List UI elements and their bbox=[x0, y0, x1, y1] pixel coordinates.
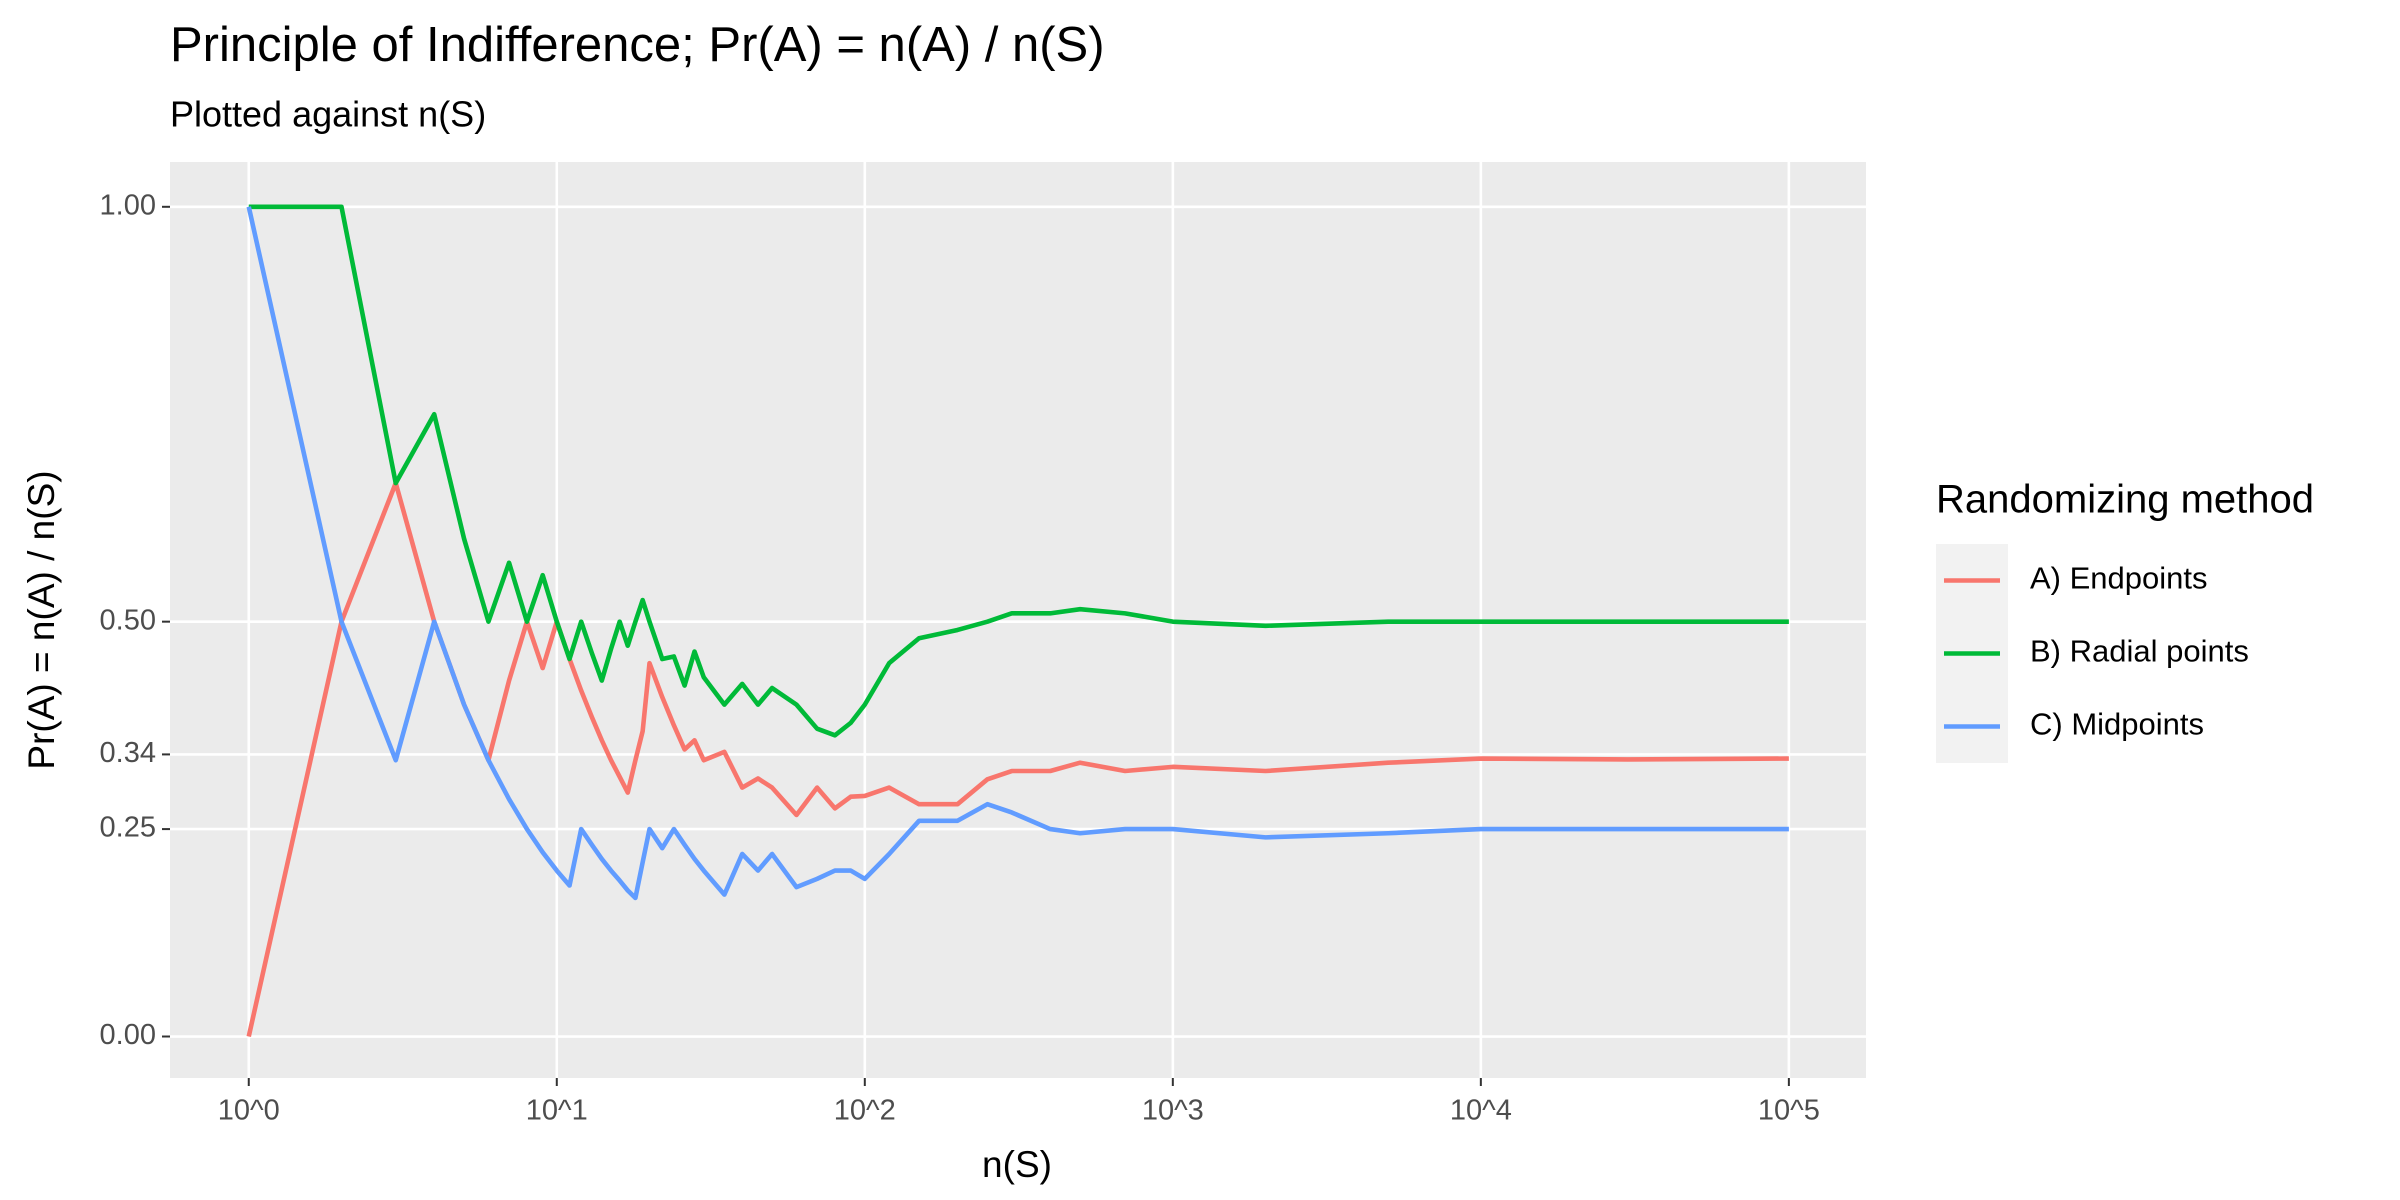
legend-label: A) Endpoints bbox=[2030, 561, 2208, 596]
x-tick-label: 10^4 bbox=[1450, 1095, 1512, 1127]
y-tick-label: 0.50 bbox=[100, 604, 156, 636]
series-line bbox=[246, 206, 1789, 901]
series-line bbox=[246, 480, 1789, 1038]
y-tick-label: 0.25 bbox=[100, 812, 156, 844]
legend-label: B) Radial points bbox=[2030, 634, 2249, 669]
x-tick-label: 10^1 bbox=[526, 1095, 588, 1127]
x-tick-label: 10^0 bbox=[218, 1095, 280, 1127]
chart-title: Principle of Indifference; Pr(A) = n(A) … bbox=[170, 18, 1105, 72]
y-tick-label: 0.00 bbox=[100, 1019, 156, 1051]
x-tick-label: 10^3 bbox=[1142, 1095, 1204, 1127]
y-tick-label: 1.00 bbox=[100, 189, 156, 221]
x-tick-label: 10^2 bbox=[834, 1095, 896, 1127]
legend-title: Randomizing method bbox=[1936, 478, 2314, 522]
x-tick-label: 10^5 bbox=[1758, 1095, 1820, 1127]
y-tick-label: 0.34 bbox=[100, 737, 156, 769]
y-axis-title: Pr(A) = n(A) / n(S) bbox=[21, 470, 62, 769]
legend-label: C) Midpoints bbox=[2030, 707, 2204, 742]
series-line bbox=[248, 204, 1789, 738]
x-axis-title: n(S) bbox=[982, 1144, 1052, 1185]
chart-subtitle: Plotted against n(S) bbox=[170, 94, 486, 135]
